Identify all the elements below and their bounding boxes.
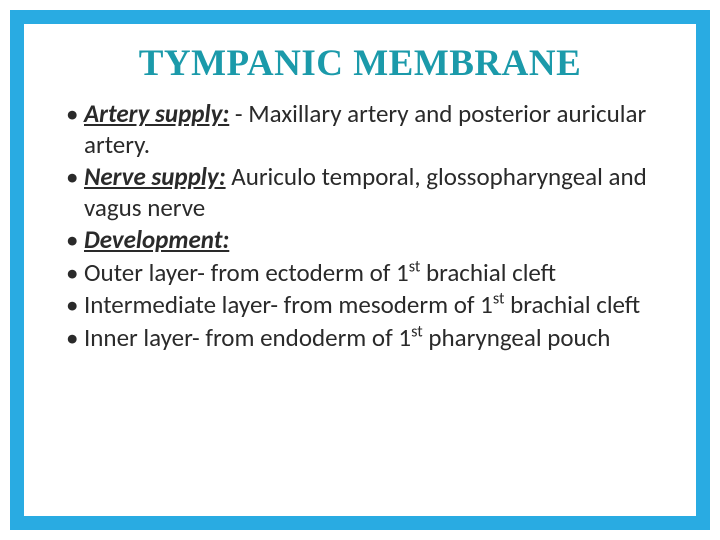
list-item: • Development: (66, 225, 662, 256)
item-text: Inner layer- from endoderm of 1st pharyn… (84, 322, 610, 353)
bullet-icon: • (66, 225, 78, 256)
bullet-icon: • (66, 99, 78, 130)
list-item: • Outer layer- from ectoderm of 1st brac… (66, 258, 662, 289)
item-text: Intermediate layer- from mesoderm of 1st… (84, 289, 640, 320)
slide-title: TYMPANIC MEMBRANE (58, 42, 662, 85)
bullet-icon: • (66, 162, 78, 193)
list-item: • Artery supply: - Maxillary artery and … (66, 99, 662, 160)
item-label: Nerve supply: (84, 161, 226, 192)
slide-frame: TYMPANIC MEMBRANE • Artery supply: - Max… (10, 10, 710, 530)
bullet-icon: • (66, 323, 78, 354)
list-item: • Intermediate layer- from mesoderm of 1… (66, 290, 662, 321)
bullet-icon: • (66, 290, 78, 321)
item-text: Outer layer- from ectoderm of 1st brachi… (84, 257, 556, 288)
bullet-icon: • (66, 258, 78, 289)
list-item: • Nerve supply: Auriculo temporal, gloss… (66, 162, 662, 223)
list-item: • Inner layer- from endoderm of 1st phar… (66, 323, 662, 354)
item-label: Development: (84, 224, 229, 255)
slide-body: • Artery supply: - Maxillary artery and … (58, 99, 662, 353)
item-label: Artery supply: (84, 98, 229, 129)
